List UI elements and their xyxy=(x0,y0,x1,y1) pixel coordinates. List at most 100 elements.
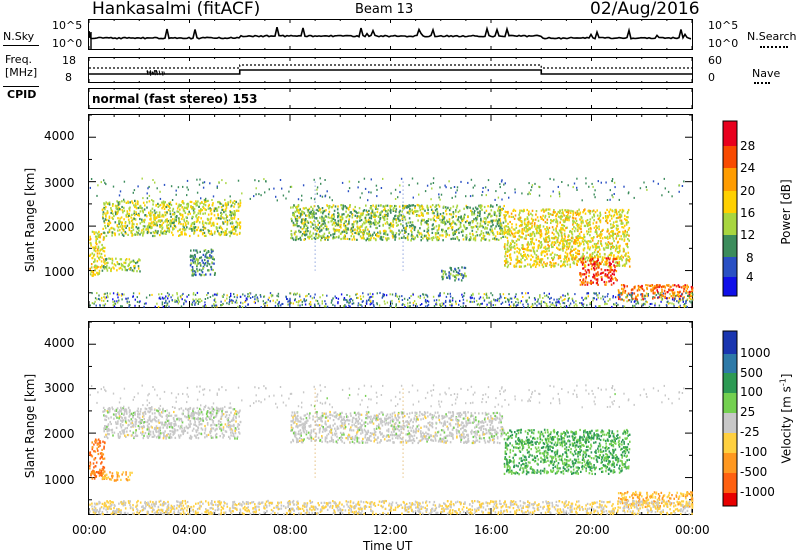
power-cell xyxy=(589,240,591,243)
power-cell xyxy=(356,216,358,219)
power-cell xyxy=(233,215,236,218)
power-cell xyxy=(438,237,440,240)
power-cell xyxy=(411,227,414,230)
power-cell xyxy=(338,230,340,233)
power-cell xyxy=(571,216,574,219)
velocity-cell xyxy=(203,432,206,435)
power-cell xyxy=(141,220,143,223)
power-cell xyxy=(559,216,562,219)
power-cell xyxy=(607,246,610,249)
power-cell xyxy=(116,212,118,215)
velocity-cell xyxy=(163,432,165,435)
power-cell xyxy=(479,210,481,213)
power-cell xyxy=(96,248,99,251)
power-cell xyxy=(319,216,321,219)
power-cell xyxy=(383,207,386,210)
velocity-cell xyxy=(91,477,94,480)
power-cell xyxy=(171,221,174,224)
power-cell xyxy=(315,232,318,235)
power-cell xyxy=(383,213,386,216)
power-cell xyxy=(623,250,625,253)
power-cell xyxy=(367,213,370,216)
power-cell xyxy=(344,226,347,229)
power-cell xyxy=(448,220,451,223)
power-cell xyxy=(356,215,359,218)
power-cell xyxy=(172,226,174,229)
power-cell xyxy=(598,216,601,220)
power-cell xyxy=(569,252,571,255)
power-cell xyxy=(537,257,540,260)
power-cell xyxy=(452,211,455,214)
power-cell xyxy=(585,271,588,274)
power-cell xyxy=(657,290,659,294)
power-cell xyxy=(365,209,368,212)
power-cell xyxy=(143,208,146,211)
power-cell xyxy=(370,222,373,225)
power-cell xyxy=(222,204,224,207)
power-cell xyxy=(218,232,220,235)
power-cell xyxy=(490,219,493,222)
power-cell xyxy=(618,290,620,293)
power-cell xyxy=(625,216,628,219)
power-cell xyxy=(309,221,312,224)
velocity-cell xyxy=(230,428,233,431)
power-cell xyxy=(454,222,456,225)
power-cell xyxy=(192,256,194,259)
power-cell xyxy=(232,201,234,204)
power-cell xyxy=(196,263,198,266)
power-cell xyxy=(583,255,585,258)
velocity-cell xyxy=(155,416,158,419)
power-cell xyxy=(576,252,578,255)
power-cell xyxy=(404,237,407,240)
power-cell xyxy=(520,224,523,227)
power-cell xyxy=(488,233,491,236)
power-cell xyxy=(420,211,423,214)
power-cell xyxy=(614,249,617,252)
power-cell xyxy=(307,209,310,212)
power-cell xyxy=(512,215,514,218)
power-cell xyxy=(352,224,355,227)
power-cell xyxy=(297,208,299,211)
power-cell xyxy=(103,203,106,206)
power-cell xyxy=(165,205,168,209)
velocity-cell xyxy=(215,432,218,436)
power-cell xyxy=(638,289,641,292)
power-cell xyxy=(567,209,569,212)
power-cell xyxy=(96,260,99,263)
power-cell xyxy=(616,279,618,282)
power-cell xyxy=(601,271,603,275)
power-cell xyxy=(188,227,191,230)
power-cell xyxy=(596,214,599,217)
power-cell xyxy=(627,210,629,213)
power-cell xyxy=(435,232,438,235)
power-cell xyxy=(420,219,423,222)
power-cell xyxy=(340,218,343,222)
power-cell xyxy=(298,230,301,233)
power-cell xyxy=(398,213,401,216)
velocity-cell xyxy=(92,469,94,472)
velocity-cell xyxy=(183,428,185,432)
velocity-cell xyxy=(102,477,104,480)
power-cell xyxy=(566,245,568,248)
power-cell xyxy=(184,221,187,224)
power-cell xyxy=(405,222,408,225)
power-cell xyxy=(213,224,215,227)
power-cell xyxy=(480,205,483,208)
power-cell xyxy=(450,213,453,216)
power-cell xyxy=(417,210,419,213)
power-cell xyxy=(596,231,598,235)
power-cell xyxy=(445,229,447,233)
power-cell xyxy=(548,237,551,240)
power-cell xyxy=(615,227,618,230)
power-cell xyxy=(516,260,519,263)
x-tick-label: 08:00 xyxy=(273,523,308,537)
velocity-cell xyxy=(116,407,119,410)
power-cell xyxy=(226,221,229,224)
power-cell xyxy=(660,293,662,296)
power-cell xyxy=(685,290,688,293)
power-cell xyxy=(310,234,313,237)
power-cell xyxy=(170,215,172,218)
power-cell xyxy=(195,249,198,252)
power-cell xyxy=(390,222,392,225)
velocity-cell xyxy=(189,406,192,410)
